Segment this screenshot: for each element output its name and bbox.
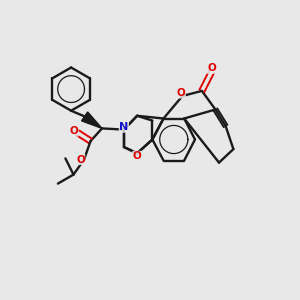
Text: O: O [133,151,142,161]
Text: O: O [69,126,78,136]
Polygon shape [82,112,102,128]
Text: O: O [76,154,85,165]
Text: O: O [207,63,216,74]
Text: N: N [119,122,128,132]
Text: O: O [176,88,185,98]
